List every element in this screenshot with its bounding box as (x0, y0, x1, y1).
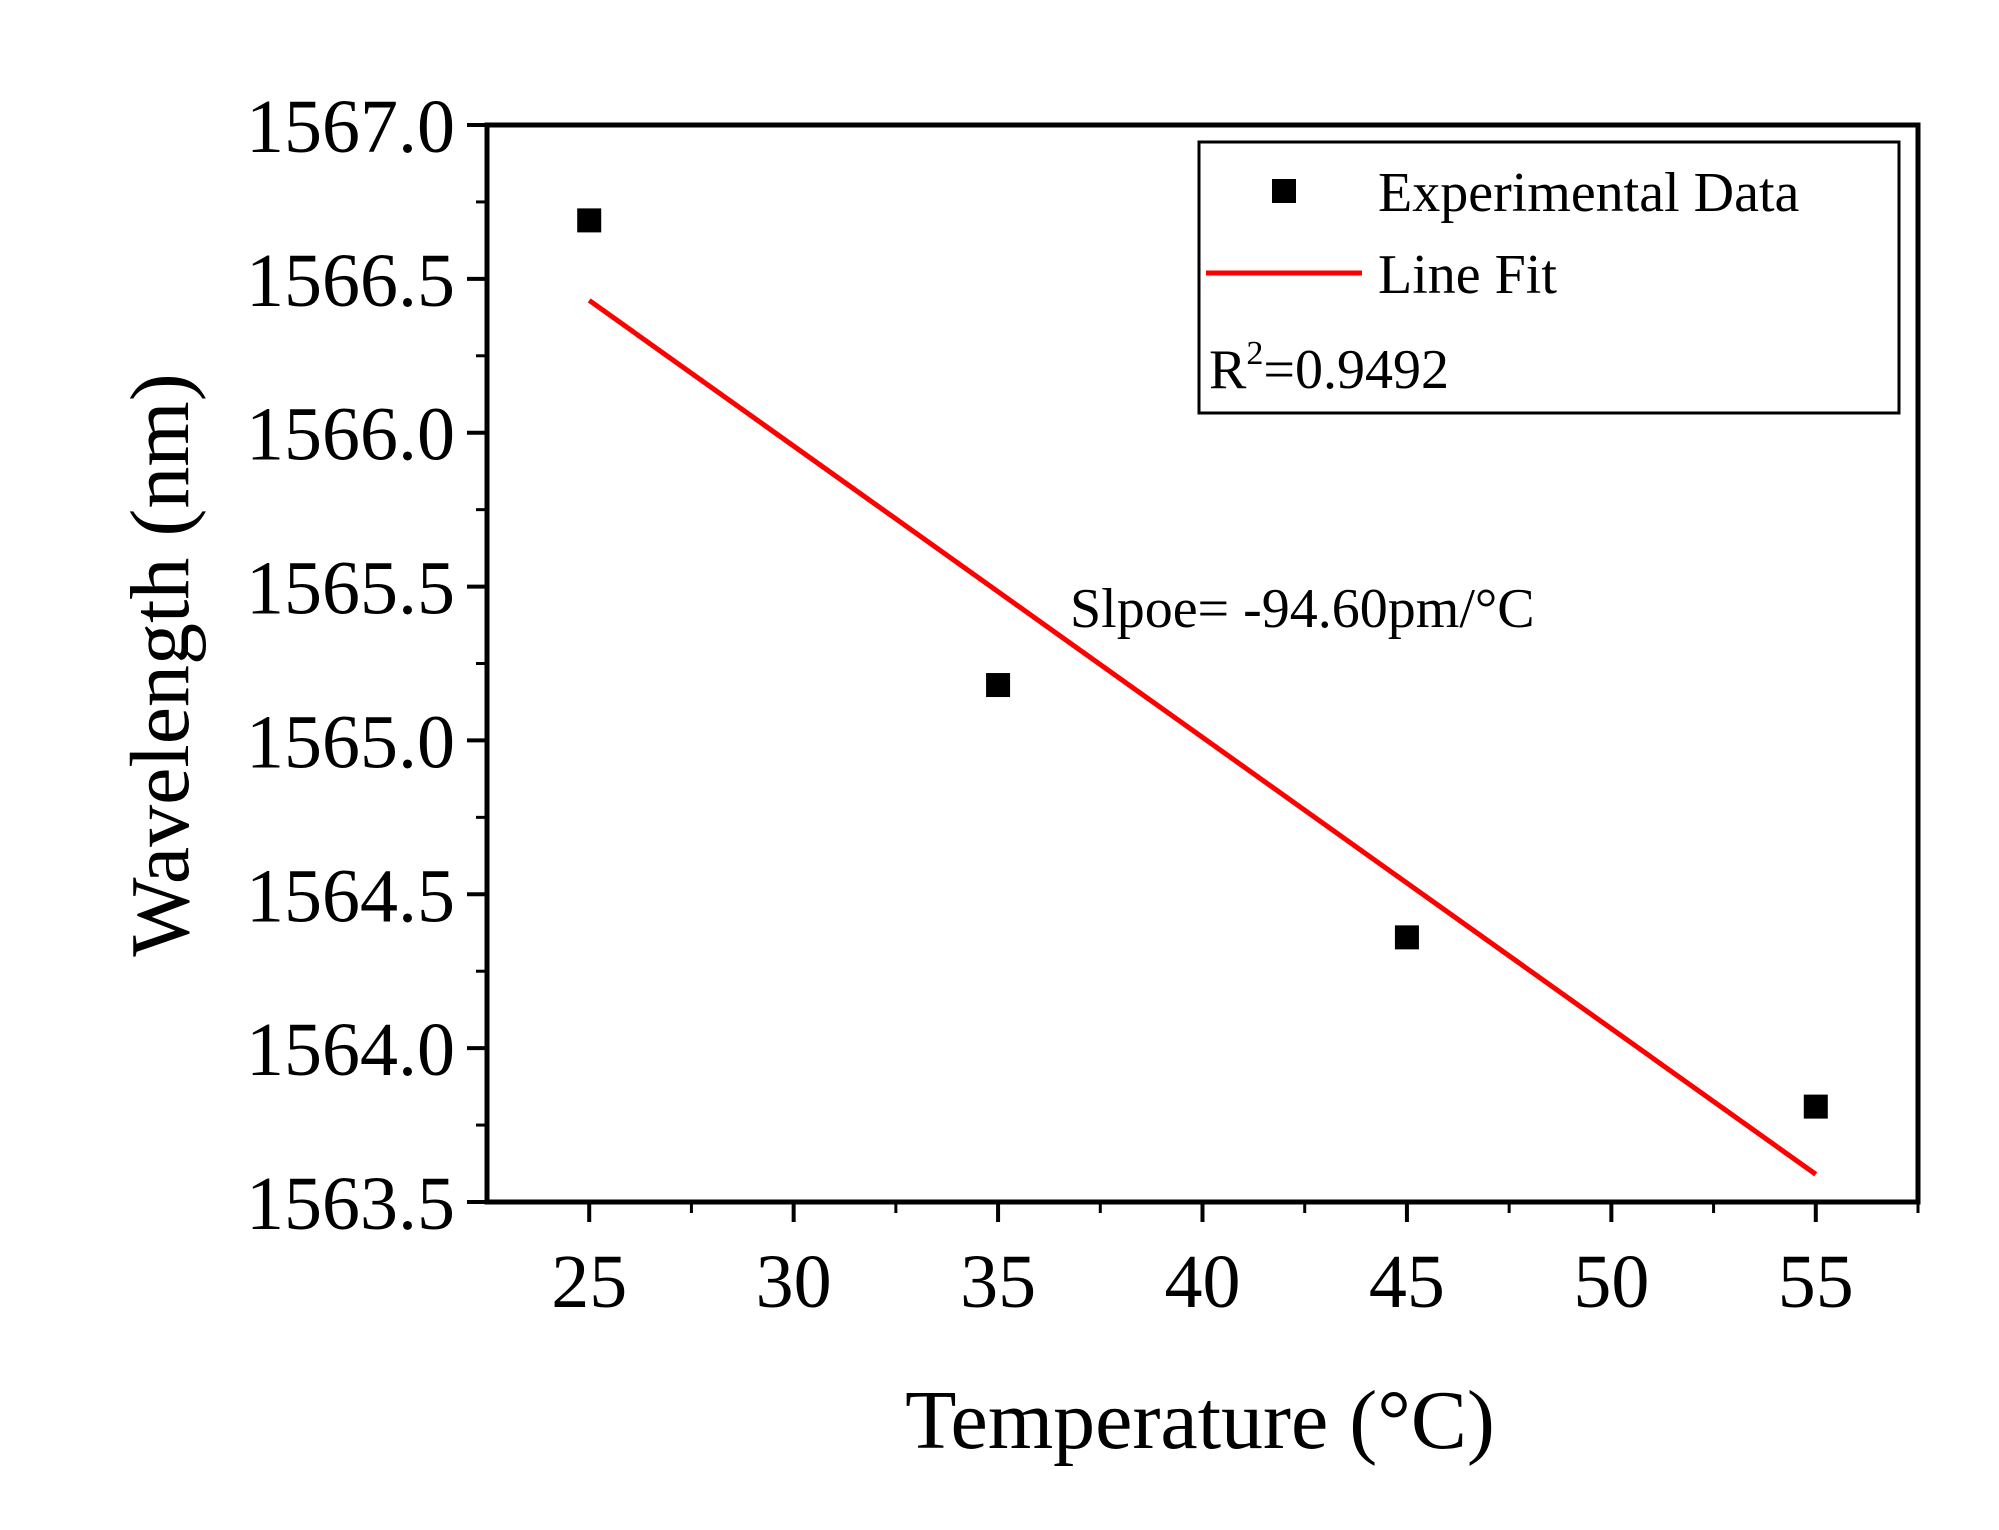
r-squared-symbol: R (1209, 339, 1247, 401)
data-point (1394, 925, 1419, 950)
y-axis-ticks (467, 123, 487, 1204)
y-axis-tick-labels: 1563.5 1564.0 1564.5 1565.0 1565.5 1566.0 1566… (246, 85, 455, 1246)
data-point (1803, 1094, 1828, 1119)
y-tick-label: 1563.5 (246, 1162, 455, 1246)
y-tick-label: 1565.5 (246, 547, 455, 631)
x-axis-title: Temperature (°C) (905, 1374, 1495, 1467)
x-tick-label: 50 (1573, 1240, 1649, 1324)
legend-label-experimental: Experimental Data (1378, 162, 1800, 224)
y-tick-label: 1564.0 (246, 1008, 455, 1092)
y-tick-label: 1565.0 (246, 700, 455, 784)
x-tick-label: 30 (756, 1240, 832, 1324)
legend: Experimental Data Line Fit R2=0.9492 (1197, 140, 1901, 415)
r-squared-superscript: 2 (1246, 335, 1263, 372)
y-tick-label: 1567.0 (246, 85, 455, 169)
line-fit-series (587, 298, 1818, 1177)
data-point (577, 208, 602, 233)
y-tick-label: 1566.0 (246, 393, 455, 477)
r-squared-value: =0.9492 (1263, 339, 1449, 401)
x-tick-label: 55 (1778, 1240, 1854, 1324)
data-point (986, 673, 1011, 698)
r-squared-annotation: R2=0.9492 (1209, 335, 1449, 401)
experimental-data-series (577, 208, 1828, 1119)
y-tick-label: 1564.5 (246, 854, 455, 938)
x-tick-label: 40 (1165, 1240, 1241, 1324)
y-tick-label: 1566.5 (246, 239, 455, 323)
legend-box (1197, 140, 1901, 415)
y-axis-title: Wavelength (nm) (114, 373, 207, 956)
legend-label-line-fit: Line Fit (1378, 244, 1557, 306)
x-tick-label: 45 (1369, 1240, 1445, 1324)
x-tick-label: 35 (960, 1240, 1036, 1324)
x-axis-tick-labels: 25 30 35 40 45 50 55 (551, 1240, 1854, 1324)
fit-line (587, 298, 1818, 1177)
x-axis-ticks (587, 1202, 1920, 1222)
slope-annotation: Slpoe= -94.60pm/°C (1070, 578, 1535, 640)
legend-marker-experimental (1272, 179, 1296, 203)
x-tick-label: 25 (551, 1240, 627, 1324)
